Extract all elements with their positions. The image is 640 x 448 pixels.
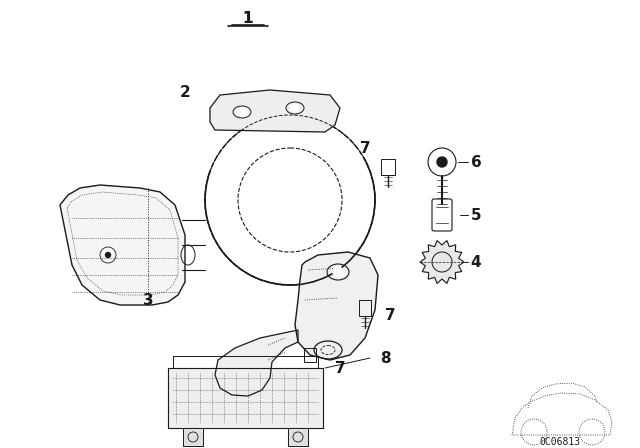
Text: 2: 2 <box>180 85 190 99</box>
Text: 5: 5 <box>470 207 481 223</box>
Text: 6: 6 <box>470 155 481 169</box>
Text: 4: 4 <box>470 254 481 270</box>
Text: 7: 7 <box>360 141 371 155</box>
Polygon shape <box>215 330 298 396</box>
Circle shape <box>291 104 299 112</box>
Polygon shape <box>168 368 323 428</box>
Text: 0C06813: 0C06813 <box>540 437 580 447</box>
Polygon shape <box>295 252 378 360</box>
Circle shape <box>437 157 447 167</box>
Polygon shape <box>210 90 340 132</box>
Polygon shape <box>420 241 464 284</box>
Text: 1: 1 <box>243 10 253 26</box>
Polygon shape <box>60 185 185 305</box>
Text: 3: 3 <box>143 293 154 307</box>
Text: 1: 1 <box>243 10 253 26</box>
Text: 7: 7 <box>335 361 346 375</box>
Circle shape <box>333 267 343 277</box>
Text: 8: 8 <box>380 350 390 366</box>
Polygon shape <box>288 428 308 446</box>
Polygon shape <box>183 428 203 446</box>
Circle shape <box>106 253 111 258</box>
Circle shape <box>238 108 246 116</box>
Text: 7: 7 <box>385 307 396 323</box>
